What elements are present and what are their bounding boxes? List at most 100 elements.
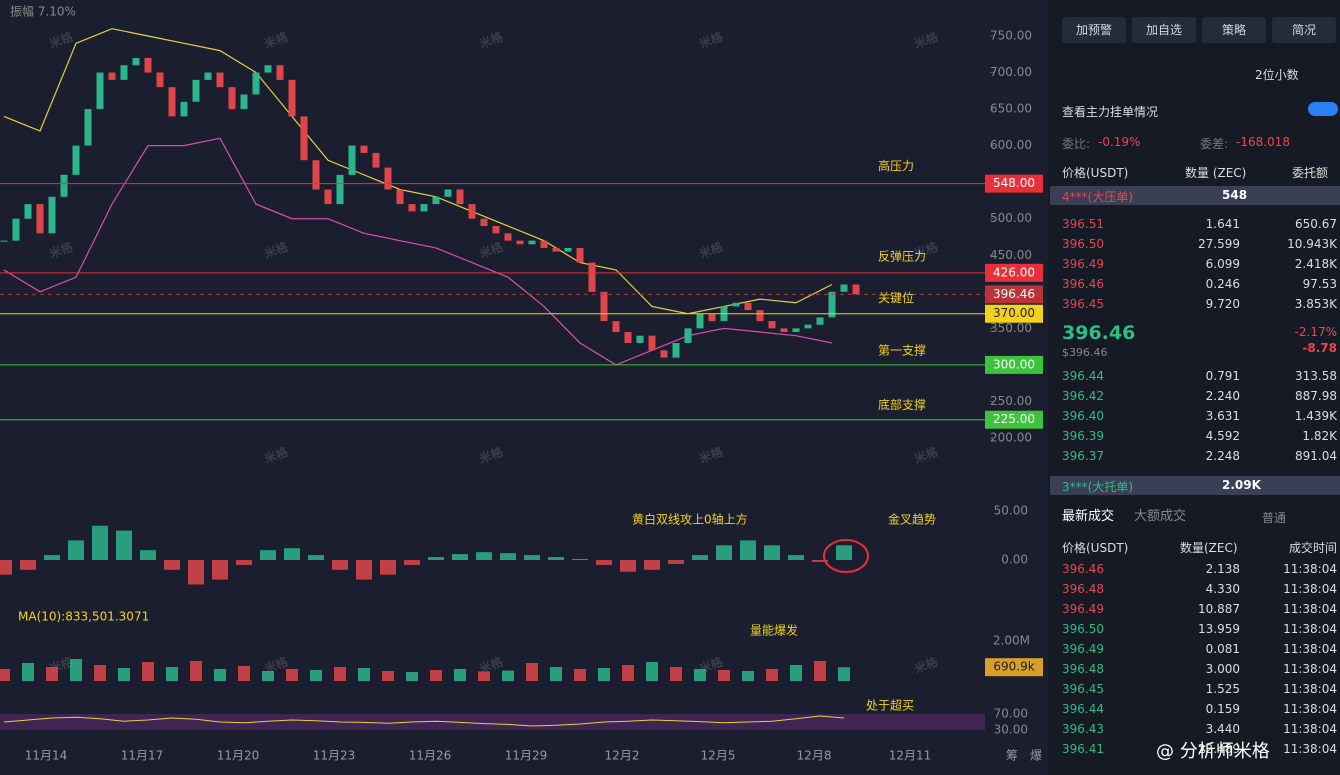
macd-bar [524, 555, 540, 560]
level-note: 反弹压力 [878, 249, 926, 263]
tab[interactable]: 大额成交 [1134, 509, 1187, 524]
watermark: 米格 [697, 238, 726, 261]
candle [24, 204, 32, 219]
volume-label: 690.9k [993, 660, 1034, 674]
header: 数量 (ZEC) [1185, 166, 1247, 180]
candle [600, 291, 608, 322]
level-note: 底部支撑 [878, 397, 926, 412]
candle [516, 240, 524, 245]
volume-bar [742, 671, 754, 681]
macd-bar [404, 560, 420, 565]
trade-cell: 396.48 [1062, 582, 1104, 596]
band [3, 28, 833, 315]
candle [804, 324, 812, 329]
diff: -168.018 [1236, 135, 1290, 149]
volume-bar [22, 663, 34, 681]
macd-bar [164, 560, 180, 570]
candle [48, 196, 56, 234]
button[interactable]: 简况 [1272, 17, 1336, 43]
book-cell: 4.592 [1205, 429, 1240, 443]
book-cell: 3.853K [1294, 297, 1337, 311]
big-bid: 3***(大托单) [1062, 480, 1133, 494]
level-note: 高压力 [878, 158, 914, 173]
candle [240, 94, 248, 110]
level-label: 396.46 [993, 287, 1035, 301]
y-tick-label: 2.00M [993, 634, 1030, 648]
macd-bar [212, 560, 228, 580]
candle [324, 189, 332, 205]
change: -8.78 [1302, 341, 1337, 355]
macd-bar [188, 560, 204, 585]
candle [36, 204, 44, 234]
button[interactable]: 加自选 [1132, 17, 1196, 43]
watermark: 米格 [47, 238, 76, 261]
trade-cell: 11:38:04 [1283, 722, 1337, 736]
candle [576, 247, 584, 263]
candle [192, 79, 200, 102]
trade-cell: 1.525 [1205, 682, 1240, 696]
candle [96, 72, 104, 110]
volume-bar [670, 667, 682, 681]
toggle [1308, 102, 1338, 116]
candle [372, 152, 380, 168]
candle [300, 116, 308, 161]
volume-bar [502, 670, 514, 681]
macd-bar [596, 560, 612, 565]
candle [72, 145, 80, 175]
book-cell: 1.439K [1294, 409, 1337, 423]
header: 委托额 [1291, 166, 1328, 180]
book-cell: 2.248 [1205, 449, 1240, 463]
tab[interactable]: 最新成交 [1062, 509, 1115, 524]
big-ask-value: 548 [1222, 188, 1248, 202]
x-tick-label: 12月8 [797, 749, 832, 763]
candle [108, 72, 116, 80]
trade-cell: 396.41 [1062, 742, 1104, 756]
level-box [985, 304, 1043, 323]
candle [732, 302, 740, 307]
candle [348, 145, 356, 175]
diff-label: 委差: [1200, 137, 1229, 151]
candle [816, 317, 824, 325]
candle [60, 174, 68, 197]
y-tick-label: 250.00 [990, 394, 1032, 408]
volume-bar [94, 665, 106, 681]
rsi-line [3, 715, 845, 727]
y-tick-label: 650.00 [990, 102, 1032, 116]
book-cell: 6.099 [1205, 257, 1240, 271]
watermark: 米格 [912, 443, 941, 466]
book-cell: 396.50 [1062, 237, 1104, 251]
macd-bar [356, 560, 372, 580]
candle [444, 189, 452, 197]
book-cell: 313.58 [1295, 369, 1337, 383]
volume-bar [214, 669, 226, 681]
book-cell: 650.67 [1295, 217, 1337, 231]
normal: 普通 [1262, 511, 1287, 525]
candle [660, 350, 668, 358]
macd-bar [836, 545, 852, 560]
y-tick-label: 50.00 [994, 504, 1028, 518]
volume-bar [718, 670, 730, 681]
candle [552, 247, 560, 252]
trade-cell: 11:38:04 [1283, 602, 1337, 616]
x-tick-label: 12月11 [889, 749, 932, 763]
chart: 振幅 7.10% 米格 米格 米格 米格 米格米格 米格 米格 米格 米格米格 米格 米格 米格米格米… [0, 3, 1043, 763]
candle [696, 313, 704, 329]
macd-bar [692, 555, 708, 560]
candle [564, 247, 572, 252]
candle [840, 284, 848, 292]
last: 396.46 [1062, 322, 1136, 344]
watermark: 米格 [262, 238, 291, 261]
macd-bar [812, 560, 828, 562]
button[interactable]: 加预警 [1062, 17, 1126, 43]
big-ask: 4***(大压单) [1062, 190, 1133, 204]
trade-cell: 11:38:04 [1283, 702, 1337, 716]
candle [360, 145, 368, 153]
candle [528, 240, 536, 245]
button[interactable]: 策略 [1202, 17, 1266, 43]
book-cell: 27.599 [1198, 237, 1240, 251]
y-tick-label: 600.00 [990, 138, 1032, 152]
watermark: 米格 [477, 443, 506, 466]
candle [540, 240, 548, 248]
x-tick-label: 11月26 [409, 749, 452, 763]
